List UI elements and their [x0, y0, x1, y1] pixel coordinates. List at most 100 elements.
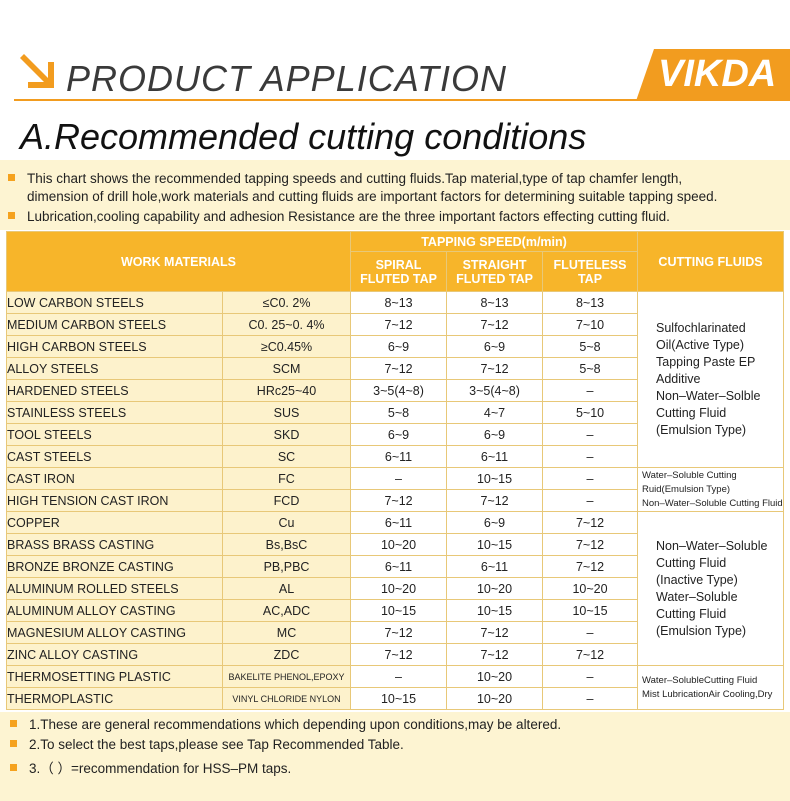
- straight-speed-cell: 7~12: [446, 357, 544, 380]
- table-row: TOOL STEELS SKD 6~9 6~9–: [6, 423, 784, 446]
- notes-box: 1.These are general recommendations whic…: [0, 712, 790, 801]
- straight-speed-cell: 4~7: [446, 401, 544, 424]
- cutting-fluid-line: Oil(Active Type): [656, 338, 745, 352]
- cutting-fluid-line: Cutting Fluid: [656, 606, 727, 621]
- note-item: 1.These are general recommendations whic…: [10, 717, 561, 732]
- table-row: HARDENED STEELS HRc25~40 3~5(4~8) 3~5(4~8) –: [6, 379, 784, 402]
- cutting-fluid-line: Tapping Paste EP: [656, 355, 756, 369]
- section-title: A.Recommended cutting conditions: [20, 116, 587, 157]
- straight-speed-cell: 8~13: [446, 291, 544, 314]
- note-text: 3.（ ）=recommendation for HSS–PM taps.: [29, 761, 292, 776]
- straight-speed-cell: 7~12: [446, 313, 544, 336]
- fluteless-speed-cell: 5~8: [542, 335, 639, 358]
- cutting-fluid-line: Non–Water–Soluble: [656, 538, 768, 553]
- straight-speed-cell: 10~15: [446, 467, 544, 490]
- intro-line: This chart shows the recommended tapping…: [27, 171, 683, 186]
- material-cell: MAGNESIUM ALLOY CASTING: [6, 621, 223, 644]
- material-cell: ALUMINUM ROLLED STEELS: [6, 577, 223, 600]
- brand-logo: VIKDA: [658, 53, 777, 95]
- material-cell: HIGH CARBON STEELS: [6, 335, 223, 358]
- spiral-speed-cell: 7~12: [350, 643, 448, 666]
- arrow-down-right-icon: [20, 54, 54, 88]
- note-text: 2.To select the best taps,please see Tap…: [29, 737, 404, 752]
- header-straight: STRAIGHT FLUTED TAP: [446, 251, 544, 292]
- spiral-speed-cell: –: [350, 665, 448, 688]
- material-cell: MEDIUM CARBON STEELS: [6, 313, 223, 336]
- brand-banner: [636, 49, 790, 101]
- spiral-speed-cell: 10~15: [350, 599, 448, 622]
- cutting-fluid-cell: Sulfochlarinated Oil(Active Type) Tapping …: [637, 291, 785, 468]
- cutting-fluid-line: Non–Water–Soluble Cutting Fluid: [642, 497, 783, 509]
- page-header-title: PRODUCT APPLICATION: [66, 58, 508, 99]
- spiral-speed-cell: 7~12: [350, 313, 448, 336]
- material-cell: HIGH TENSION CAST IRON: [6, 489, 223, 512]
- spiral-speed-cell: –: [350, 467, 448, 490]
- spiral-speed-cell: 7~12: [350, 489, 448, 512]
- material-cell: CAST STEELS: [6, 445, 223, 468]
- table-row: ALLOY STEELS SCM 7~12 7~12 5~8: [6, 357, 784, 380]
- table-row: CAST IRON FC –10~15– Water–Soluble Cutting R…: [6, 467, 785, 512]
- table-row: THERMOSETTING PLASTIC BAKELITE PHENOL,EPO…: [6, 665, 785, 710]
- straight-speed-cell: 10~15: [446, 599, 544, 622]
- spec-cell: VINYL CHLORIDE NYLON: [221, 687, 352, 710]
- cutting-fluid-line: Water–SolubleCutting Fluid: [642, 674, 758, 686]
- intro-item: Lubrication,cooling capability and adhes…: [8, 208, 670, 226]
- cutting-fluid-line: Non–Water–Solble: [656, 389, 761, 403]
- straight-speed-cell: 7~12: [446, 489, 544, 512]
- material-cell: ALUMINUM ALLOY CASTING: [6, 599, 223, 622]
- table-row: BRONZE BRONZE CASTING PB,PBC 6~11 6~11 7~12: [6, 555, 784, 578]
- header-fluteless: FLUTELESS TAP: [542, 251, 639, 292]
- cutting-fluid-cell: Non–Water–Soluble Cutting Fluid (Inactive …: [637, 511, 785, 666]
- fluteless-speed-cell: 10~15: [542, 599, 639, 622]
- cutting-fluid-line: (Emulsion Type): [656, 423, 747, 437]
- material-cell: COPPER: [6, 511, 223, 534]
- spec-cell: PB,PBC: [221, 555, 352, 578]
- material-cell: THERMOSETTING PLASTIC: [6, 665, 223, 688]
- fluteless-speed-cell: 7~10: [542, 313, 639, 336]
- table-row: BRASS BRASS CASTING Bs,BsC 10~20 10~15 7~12: [6, 533, 784, 556]
- spiral-speed-cell: 7~12: [350, 621, 448, 644]
- fluteless-speed-cell: –: [542, 621, 639, 644]
- cutting-fluid-line: Cutting Fluid: [656, 555, 727, 570]
- material-cell: STAINLESS STEELS: [6, 401, 223, 424]
- bullet-square-icon: [10, 739, 17, 747]
- table-row: HIGH CARBON STEELS ≥C0.45% 6~9 6~9 5~8: [6, 335, 784, 358]
- straight-speed-cell: 6~11: [446, 445, 544, 468]
- fluteless-speed-cell: 5~8: [542, 357, 639, 380]
- straight-speed-cell: 6~11: [446, 555, 544, 578]
- fluteless-speed-cell: –: [542, 489, 639, 512]
- cutting-fluid-line: (Emulsion Type): [656, 623, 747, 638]
- spec-cell: HRc25~40: [221, 379, 352, 402]
- table-row: MEDIUM CARBON STEELS C0. 25~0. 4% 7~12 7~12…: [6, 313, 784, 336]
- straight-speed-cell: 6~9: [446, 335, 544, 358]
- note-text: 1.These are general recommendations whic…: [29, 717, 562, 732]
- straight-speed-cell: 10~15: [446, 533, 544, 556]
- straight-speed-cell: 3~5(4~8): [446, 379, 544, 402]
- spec-cell: BAKELITE PHENOL,EPOXY: [221, 665, 352, 688]
- spec-cell: SCM: [221, 357, 352, 380]
- spiral-speed-cell: 6~9: [350, 423, 448, 446]
- table-row: CAST STEELS SC 6~11 6~11–: [6, 445, 784, 468]
- cutting-fluid-line: Cutting Fluid: [656, 406, 727, 420]
- intro-item: This chart shows the recommended tapping…: [8, 170, 717, 206]
- fluteless-speed-cell: –: [542, 379, 639, 402]
- note-item: 3.（ ）=recommendation for HSS–PM taps.: [10, 757, 291, 777]
- spiral-speed-cell: 5~8: [350, 401, 448, 424]
- fluteless-speed-cell: 7~12: [542, 533, 639, 556]
- spec-cell: AC,ADC: [221, 599, 352, 622]
- table-row: ZINC ALLOY CASTING ZDC 7~12 7~12 7~12: [6, 643, 784, 666]
- spec-cell: C0. 25~0. 4%: [221, 313, 352, 336]
- bullet-square-icon: [10, 763, 17, 771]
- fluteless-speed-cell: –: [542, 665, 639, 688]
- table-row: LOW CARBON STEELS ≤C0. 2% 8~13 8~13 8~13 Sulf…: [6, 291, 785, 468]
- header-work-materials: WORK MATERIALS: [5, 231, 352, 292]
- fluteless-speed-cell: –: [542, 445, 639, 468]
- cutting-fluid-cell: Water–Soluble Cutting Ruid(Emulsion Type)…: [637, 467, 785, 512]
- material-cell: ALLOY STEELS: [6, 357, 223, 380]
- material-cell: ZINC ALLOY CASTING: [6, 643, 223, 666]
- straight-speed-cell: 7~12: [446, 643, 544, 666]
- header-spiral: SPIRAL FLUTED TAP: [350, 251, 448, 292]
- spec-cell: SUS: [221, 401, 352, 424]
- table-row: ALUMINUM ALLOY CASTING AC,ADC 10~15 10~15 10…: [6, 599, 784, 622]
- straight-speed-cell: 10~20: [446, 665, 544, 688]
